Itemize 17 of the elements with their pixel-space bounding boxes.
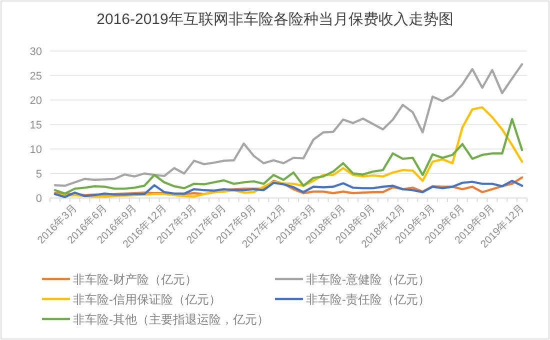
y-tick-label: 15 xyxy=(30,120,42,132)
legend-label: 非车险-财产险（亿元） xyxy=(73,272,197,286)
y-tick-label: 25 xyxy=(30,70,42,82)
legend-label: 非车险-责任险（亿元） xyxy=(306,292,430,306)
chart-title: 2016-2019年互联网非车险各险种当月保费收入走势图 xyxy=(96,11,454,28)
line-series xyxy=(54,180,524,198)
y-tick-label: 5 xyxy=(36,168,42,180)
line-series xyxy=(54,106,524,198)
legend-label: 非车险-意健险（亿元） xyxy=(306,272,430,286)
legend-label: 非车险-信用保证险（亿元） xyxy=(73,292,221,306)
y-tick-label: 10 xyxy=(30,144,42,156)
y-tick-label: 0 xyxy=(36,193,42,205)
line-series xyxy=(54,63,524,187)
y-tick-label: 30 xyxy=(30,46,42,58)
line-series xyxy=(54,118,524,195)
y-tick-label: 20 xyxy=(30,95,42,107)
legend-label: 非车险-其他（主要指退运险，亿元） xyxy=(73,312,269,326)
